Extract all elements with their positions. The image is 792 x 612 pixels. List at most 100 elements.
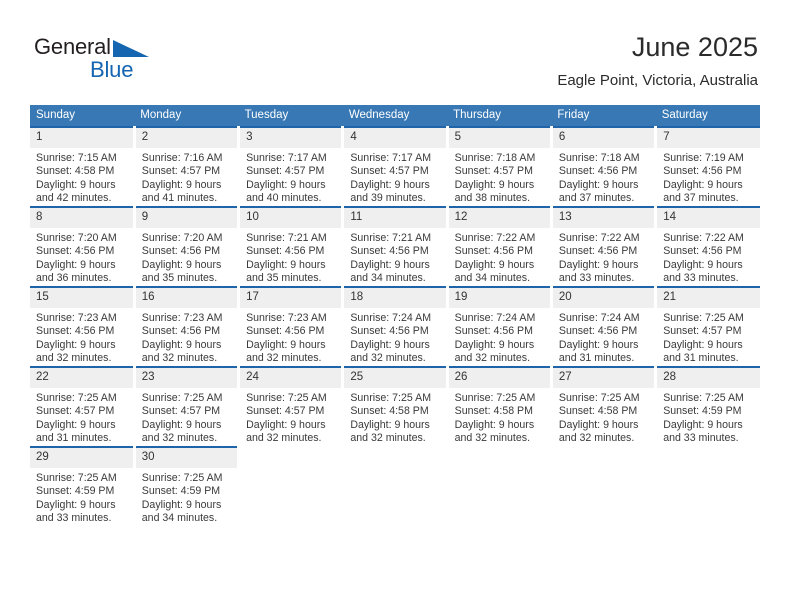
day-number: 21 (657, 288, 760, 308)
day-details: Sunrise: 7:25 AM Sunset: 4:58 PM Daylight:… (449, 388, 550, 446)
sunrise-time: Sunrise: 7:22 AM (454, 232, 536, 244)
day-cell[interactable]: 18 Sunrise: 7:24 AM Sunset: 4:56 PM Dayligh… (342, 286, 449, 367)
day-cell[interactable]: 25 Sunrise: 7:25 AM Sunset: 4:58 PM Dayligh… (342, 366, 449, 447)
empty-day-cell (342, 447, 448, 526)
day-cell[interactable]: 24 Sunrise: 7:25 AM Sunset: 4:57 PM Dayligh… (238, 366, 345, 447)
sunrise-time: Sunrise: 7:20 AM (141, 232, 223, 244)
daylight-duration-line1: Daylight: 9 hours (454, 178, 535, 191)
day-cell[interactable]: 15 Sunrise: 7:23 AM Sunset: 4:56 PM Dayligh… (30, 286, 136, 367)
daylight-duration-line1: Daylight: 9 hours (141, 258, 222, 271)
sunrise-time: Sunrise: 7:25 AM (558, 392, 640, 404)
day-details: Sunrise: 7:19 AM Sunset: 4:56 PM Daylight:… (657, 148, 760, 206)
day-cell[interactable]: 2 Sunrise: 7:16 AM Sunset: 4:57 PM Daylight… (134, 126, 241, 207)
day-cell[interactable]: 16 Sunrise: 7:23 AM Sunset: 4:56 PM Dayligh… (134, 286, 241, 367)
sunset-time: Sunset: 4:58 PM (558, 405, 638, 418)
day-number: 3 (240, 128, 342, 148)
page-header: General Blue June 2025 Eagle Point, Vict… (0, 0, 792, 100)
day-details: Sunrise: 7:21 AM Sunset: 4:56 PM Daylight:… (344, 228, 445, 286)
day-number: 9 (135, 208, 238, 228)
daylight-duration-line1: Daylight: 9 hours (454, 418, 535, 431)
day-details: Sunrise: 7:25 AM Sunset: 4:59 PM Daylight:… (136, 468, 237, 526)
day-cell[interactable]: 1 Sunrise: 7:15 AM Sunset: 4:58 PM Daylight… (30, 126, 136, 207)
day-number: 5 (448, 128, 550, 148)
day-number: 8 (30, 208, 133, 228)
day-cell[interactable]: 12 Sunrise: 7:22 AM Sunset: 4:56 PM Dayligh… (447, 206, 553, 287)
weekday-header-monday: Monday (134, 105, 239, 127)
sunset-time: Sunset: 4:58 PM (350, 405, 429, 418)
daylight-duration-line1: Daylight: 9 hours (36, 498, 116, 511)
daylight-duration-line2: and 40 minutes. (246, 192, 322, 205)
day-cell[interactable]: 10 Sunrise: 7:21 AM Sunset: 4:56 PM Dayligh… (238, 206, 345, 287)
day-cell[interactable]: 22 Sunrise: 7:25 AM Sunset: 4:57 PM Dayligh… (30, 366, 136, 447)
brand-logo[interactable]: General Blue (34, 34, 234, 90)
day-cell[interactable]: 21 Sunrise: 7:25 AM Sunset: 4:57 PM Dayligh… (655, 286, 760, 367)
day-cell[interactable]: 7 Sunrise: 7:19 AM Sunset: 4:56 PM Daylight… (655, 126, 760, 207)
day-cell[interactable]: 28 Sunrise: 7:25 AM Sunset: 4:59 PM Dayligh… (655, 366, 760, 447)
sunrise-time: Sunrise: 7:17 AM (350, 152, 432, 164)
day-cell[interactable]: 9 Sunrise: 7:20 AM Sunset: 4:56 PM Daylight… (134, 206, 241, 287)
day-number: 14 (657, 208, 760, 228)
day-cell[interactable]: 23 Sunrise: 7:25 AM Sunset: 4:57 PM Dayligh… (134, 366, 241, 447)
sunrise-time: Sunrise: 7:24 AM (454, 312, 536, 324)
day-cell[interactable]: 19 Sunrise: 7:24 AM Sunset: 4:56 PM Dayligh… (447, 286, 553, 367)
day-cell[interactable]: 17 Sunrise: 7:23 AM Sunset: 4:56 PM Dayligh… (238, 286, 345, 367)
daylight-duration-line2: and 32 minutes. (454, 432, 531, 445)
daylight-duration-line2: and 39 minutes. (350, 192, 426, 205)
weekday-header-saturday: Saturday (655, 105, 760, 127)
daylight-duration-line2: and 32 minutes. (454, 352, 531, 365)
day-details: Sunrise: 7:25 AM Sunset: 4:57 PM Daylight:… (30, 388, 133, 446)
day-number: 4 (344, 128, 446, 148)
sunrise-time: Sunrise: 7:24 AM (350, 312, 432, 324)
day-number: 30 (135, 448, 238, 468)
daylight-duration-line1: Daylight: 9 hours (663, 258, 743, 271)
sunrise-time: Sunrise: 7:18 AM (454, 152, 536, 164)
sunrise-time: Sunrise: 7:21 AM (350, 232, 432, 244)
sunrise-time: Sunrise: 7:25 AM (36, 392, 117, 404)
sunrise-time: Sunrise: 7:25 AM (663, 312, 744, 324)
day-number: 11 (344, 208, 446, 228)
day-cell[interactable]: 4 Sunrise: 7:17 AM Sunset: 4:57 PM Daylight… (342, 126, 449, 207)
day-cell[interactable]: 8 Sunrise: 7:20 AM Sunset: 4:56 PM Daylight… (30, 206, 136, 287)
triangle-icon (113, 39, 150, 66)
title-block: June 2025 Eagle Point, Victoria, Austral… (557, 30, 758, 92)
daylight-duration-line1: Daylight: 9 hours (141, 498, 222, 511)
weekday-header-wednesday: Wednesday (342, 105, 448, 127)
sunset-time: Sunset: 4:58 PM (454, 405, 533, 418)
daylight-duration-line1: Daylight: 9 hours (141, 178, 222, 191)
daylight-duration-line2: and 42 minutes. (36, 192, 112, 205)
day-details: Sunrise: 7:25 AM Sunset: 4:57 PM Daylight:… (240, 388, 341, 446)
weekday-header-thursday: Thursday (447, 105, 552, 127)
day-number: 18 (344, 288, 446, 308)
day-cell[interactable]: 3 Sunrise: 7:17 AM Sunset: 4:57 PM Daylight… (238, 126, 345, 207)
sunset-time: Sunset: 4:57 PM (454, 165, 533, 178)
day-cell[interactable]: 20 Sunrise: 7:24 AM Sunset: 4:56 PM Dayligh… (551, 286, 658, 367)
daylight-duration-line1: Daylight: 9 hours (36, 178, 116, 191)
empty-day-cell (655, 447, 760, 526)
daylight-duration-line2: and 32 minutes. (350, 432, 426, 445)
calendar-week-row: 8 Sunrise: 7:20 AM Sunset: 4:56 PM Daylight… (30, 206, 760, 287)
day-cell[interactable]: 26 Sunrise: 7:25 AM Sunset: 4:58 PM Dayligh… (447, 366, 553, 447)
sunset-time: Sunset: 4:56 PM (36, 245, 115, 258)
day-details: Sunrise: 7:25 AM Sunset: 4:58 PM Daylight:… (344, 388, 445, 446)
sunrise-time: Sunrise: 7:24 AM (558, 312, 640, 324)
sunrise-time: Sunrise: 7:16 AM (141, 152, 223, 164)
daylight-duration-line2: and 33 minutes. (663, 432, 739, 445)
day-number: 15 (30, 288, 133, 308)
day-cell[interactable]: 14 Sunrise: 7:22 AM Sunset: 4:56 PM Dayligh… (655, 206, 760, 287)
day-cell[interactable]: 30 Sunrise: 7:25 AM Sunset: 4:59 PM Dayligh… (134, 446, 241, 526)
day-cell[interactable]: 11 Sunrise: 7:21 AM Sunset: 4:56 PM Dayligh… (342, 206, 449, 287)
day-details: Sunrise: 7:23 AM Sunset: 4:56 PM Daylight:… (30, 308, 133, 366)
day-number: 7 (657, 128, 760, 148)
daylight-duration-line2: and 32 minutes. (350, 352, 426, 365)
day-cell[interactable]: 27 Sunrise: 7:25 AM Sunset: 4:58 PM Dayligh… (551, 366, 658, 447)
day-cell[interactable]: 13 Sunrise: 7:22 AM Sunset: 4:56 PM Dayligh… (551, 206, 658, 287)
day-cell[interactable]: 6 Sunrise: 7:18 AM Sunset: 4:56 PM Daylight… (551, 126, 658, 207)
day-cell[interactable]: 5 Sunrise: 7:18 AM Sunset: 4:57 PM Daylight… (447, 126, 553, 207)
day-cell[interactable]: 29 Sunrise: 7:25 AM Sunset: 4:59 PM Dayligh… (30, 446, 136, 526)
daylight-duration-line1: Daylight: 9 hours (663, 418, 743, 431)
day-details: Sunrise: 7:17 AM Sunset: 4:57 PM Daylight:… (240, 148, 341, 206)
daylight-duration-line2: and 33 minutes. (558, 272, 635, 285)
calendar-week-row: 29 Sunrise: 7:25 AM Sunset: 4:59 PM Dayligh… (30, 446, 760, 526)
sunset-time: Sunset: 4:56 PM (350, 245, 429, 258)
